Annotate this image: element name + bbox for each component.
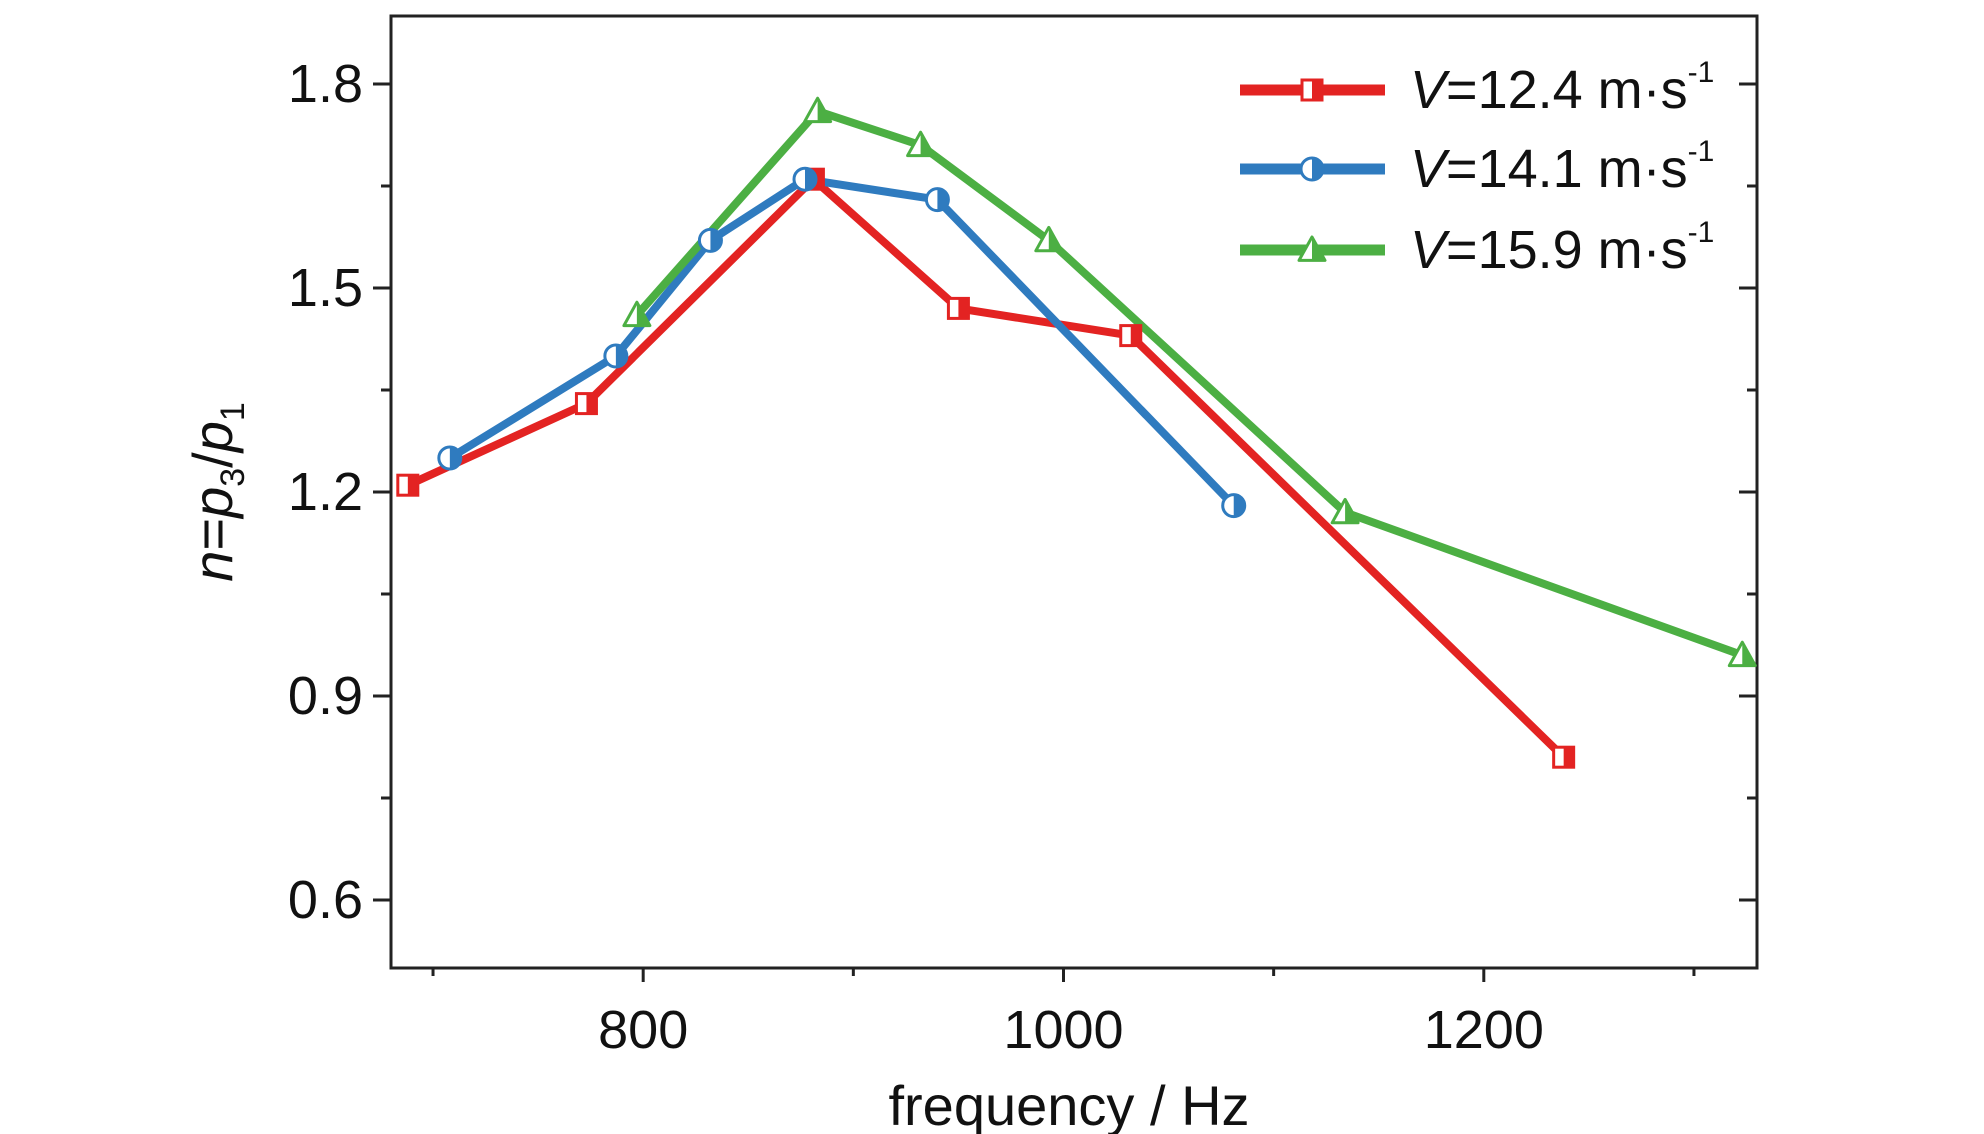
y-axis-title: n=p3/p1 [181,402,252,582]
data-point [1119,324,1143,348]
marker-fill [407,475,418,496]
data-point [622,300,652,328]
data-point [803,96,833,124]
y-tick-label: 1.5 [288,258,363,318]
legend-marker [1300,78,1324,102]
legend-label: V=15.9 m·s-1 [1410,216,1714,280]
data-point [792,166,818,192]
y-tick-labels: 0.6 0.9 1.2 1.5 1.8 [288,54,363,930]
data-point [924,187,950,213]
marker-outline [1119,324,1143,348]
marker-fill [1563,747,1574,768]
marker-fill [813,169,824,190]
data-point [574,392,598,416]
x-tick-label: 800 [598,1000,688,1060]
legend-marker [1299,156,1325,182]
marker-outline [792,166,818,192]
data-point [1034,225,1064,253]
data-point [697,227,723,253]
marker-layer [396,96,1757,769]
marker-outline [396,473,420,497]
marker-fill [920,132,934,156]
axis-ticks [373,82,1757,982]
marker-outline [924,187,950,213]
legend-marker-symbol [1299,156,1325,182]
data-point [946,296,970,320]
marker-fill [1312,80,1322,100]
marker-fill [1048,227,1062,251]
marker-fill [636,302,650,326]
marker-outline [946,296,970,320]
y-tick-label: 0.9 [288,666,363,726]
marker-outline [574,392,598,416]
marker-fill [586,393,597,414]
marker-outline [697,227,723,253]
marker-outline [1300,78,1324,102]
marker-outline [1330,497,1360,525]
data-point [603,343,629,369]
data-point [1330,497,1360,525]
legend-entry: V=14.1 m·s-1 [1240,135,1714,199]
x-tick-label: 1200 [1424,1000,1544,1060]
y-tick-label: 0.6 [288,870,363,930]
legend-label: V=12.4 m·s-1 [1410,56,1714,120]
data-point [906,130,936,158]
marker-fill [1130,325,1141,346]
marker-outline [803,96,833,124]
series-line [632,107,1747,660]
marker-outline [1727,640,1757,668]
marker-outline [603,343,629,369]
legend-marker-symbol [1297,235,1327,262]
marker-outline [437,445,463,471]
y-tick-label: 1.2 [288,462,363,522]
marker-outline [1297,235,1327,262]
legend-entry: V=12.4 m·s-1 [1240,56,1714,120]
data-point [1727,640,1757,668]
data-point [437,445,463,471]
marker-fill [958,298,969,319]
marker-outline [906,130,936,158]
legend: V=12.4 m·s-1 V=14.1 m·s-1 V=15.9 m·s-1 [1240,56,1714,280]
x-tick-labels: 800 1000 1200 [598,1000,1544,1060]
marker-outline [622,300,652,328]
series-line [403,175,1568,762]
marker-outline [1552,745,1576,769]
legend-marker-symbol [1300,78,1324,102]
legend-marker [1297,235,1327,262]
marker-fill [1312,237,1325,261]
legend-entry: V=15.9 m·s-1 [1240,216,1714,280]
data-point [1552,745,1576,769]
legend-label: V=14.1 m·s-1 [1410,135,1714,199]
series-layer [403,107,1747,762]
x-tick-label: 1000 [1003,1000,1123,1060]
marker-outline [1299,156,1325,182]
series-line [445,175,1238,510]
x-axis-title: frequency / Hz [888,1074,1249,1134]
marker-outline [1221,493,1247,519]
y-tick-label: 1.8 [288,54,363,114]
marker-outline [1034,225,1064,253]
data-point [1221,493,1247,519]
data-point [396,473,420,497]
